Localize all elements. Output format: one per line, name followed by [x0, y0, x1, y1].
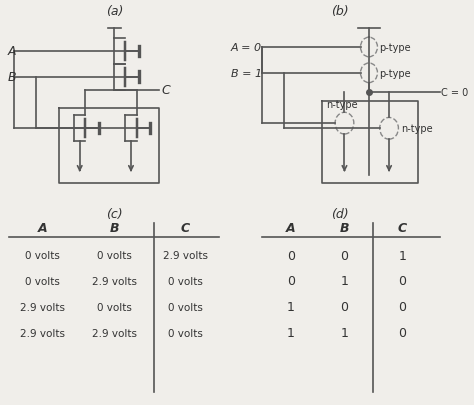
Text: 1: 1 [287, 301, 295, 313]
Text: n-type: n-type [401, 124, 433, 134]
Text: 0: 0 [399, 326, 406, 339]
Text: 2.9 volts: 2.9 volts [92, 328, 137, 338]
Text: 0: 0 [340, 301, 348, 313]
Text: 1: 1 [340, 326, 348, 339]
Text: 2.9 volts: 2.9 volts [163, 250, 208, 260]
Text: 0 volts: 0 volts [97, 250, 132, 260]
Text: C: C [161, 84, 170, 97]
Text: A = 0: A = 0 [231, 43, 262, 53]
Text: 2.9 volts: 2.9 volts [92, 276, 137, 286]
Text: B: B [340, 221, 349, 234]
Text: C: C [398, 221, 407, 234]
Text: 1: 1 [399, 249, 406, 262]
Text: 0 volts: 0 volts [26, 276, 60, 286]
Text: A: A [286, 221, 296, 234]
Text: (b): (b) [331, 5, 349, 18]
Text: A: A [7, 45, 16, 58]
Text: p-type: p-type [379, 43, 410, 53]
Text: 0 volts: 0 volts [26, 250, 60, 260]
Text: 0: 0 [287, 249, 295, 262]
Text: C = 0: C = 0 [441, 88, 469, 98]
Text: 0 volts: 0 volts [168, 276, 203, 286]
Text: 0: 0 [399, 275, 406, 288]
Text: (c): (c) [106, 208, 123, 221]
Text: (d): (d) [331, 208, 349, 221]
Text: 0 volts: 0 volts [97, 302, 132, 312]
Text: p-type: p-type [379, 68, 410, 79]
Text: B: B [7, 71, 16, 84]
Text: 0 volts: 0 volts [168, 302, 203, 312]
Text: 2.9 volts: 2.9 volts [20, 302, 65, 312]
Text: 0 volts: 0 volts [168, 328, 203, 338]
Text: 0: 0 [287, 275, 295, 288]
Text: A: A [38, 221, 48, 234]
Text: B: B [109, 221, 119, 234]
Text: 0: 0 [399, 301, 406, 313]
Text: C: C [181, 221, 190, 234]
Text: (a): (a) [106, 5, 123, 18]
Text: 0: 0 [340, 249, 348, 262]
Text: 1: 1 [340, 275, 348, 288]
Text: 2.9 volts: 2.9 volts [20, 328, 65, 338]
Text: 1: 1 [287, 326, 295, 339]
Text: n-type: n-type [327, 100, 358, 110]
Text: B = 1: B = 1 [231, 68, 262, 79]
